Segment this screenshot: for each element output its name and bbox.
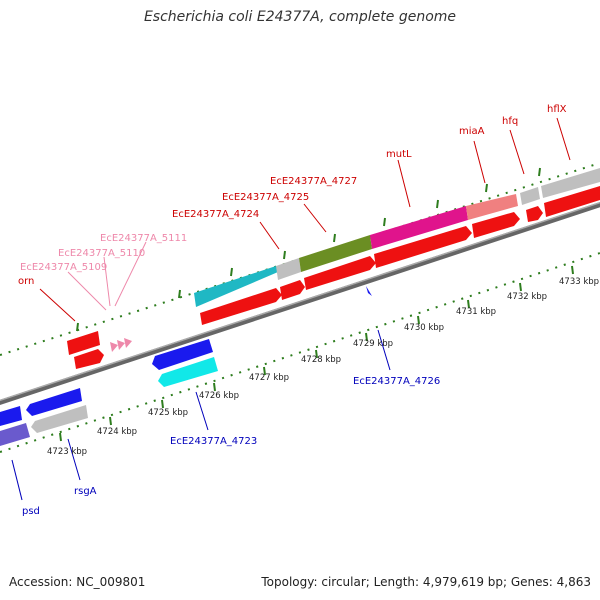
gene-arrow-4724[interactable] [194, 266, 278, 307]
kbp-label: 4731 kbp [456, 307, 496, 317]
cds-arrow-orn[interactable] [67, 331, 100, 355]
kbp-label: 4724 kbp [97, 427, 137, 437]
gene-arrow-4723[interactable] [158, 357, 218, 387]
gene-arrow-4723-blue[interactable] [152, 339, 213, 370]
gene-arrow-miaA[interactable] [466, 194, 518, 220]
label-5110[interactable]: EcE24377A_5110 [58, 248, 145, 259]
kbp-label: 4730 kbp [404, 323, 444, 333]
gene-arrow-psd-blue[interactable] [0, 406, 22, 426]
label-mutL[interactable]: mutL [386, 149, 412, 160]
cds-arrow-miaA[interactable] [472, 212, 520, 238]
pseudo-leader-lines [67, 241, 147, 311]
kbp-label: 4723 kbp [47, 447, 87, 457]
reverse-leader-lines [11, 329, 391, 501]
cds-arrow-4725[interactable] [280, 280, 305, 300]
forward-leader-lines [39, 117, 571, 322]
label-4723[interactable]: EcE24377A_4723 [170, 436, 257, 447]
gene-arrow-4727[interactable] [299, 235, 372, 272]
cds-arrow-orn-2[interactable] [74, 349, 104, 369]
genome-backbone-highlight [0, 201, 600, 402]
gene-arrow-4725[interactable] [276, 258, 301, 280]
cds-arrow-hfq[interactable] [526, 206, 543, 222]
gene-arrow-psd[interactable] [0, 423, 30, 446]
map-title: Escherichia coli E24377A, complete genom… [143, 9, 457, 25]
label-4725[interactable]: EcE24377A_4725 [222, 192, 309, 203]
lower-scale-rail [0, 252, 600, 453]
label-5111[interactable]: EcE24377A_5111 [100, 233, 187, 244]
cds-arrow-hflX[interactable] [544, 186, 600, 217]
cds-arrow-4727[interactable] [304, 256, 376, 290]
reverse-marker-4726[interactable] [366, 286, 372, 296]
gene-arrow-mutL[interactable] [370, 206, 468, 249]
label-rsgA[interactable]: rsgA [74, 486, 97, 497]
label-4727[interactable]: EcE24377A_4727 [270, 176, 357, 187]
accession-text: Accession: NC_009801 [9, 575, 146, 589]
gene-arrow-rsgA[interactable] [31, 405, 88, 433]
kbp-label: 4725 kbp [148, 408, 188, 418]
label-hfq[interactable]: hfq [502, 116, 518, 127]
cds-arrow-4724[interactable] [200, 288, 282, 325]
label-psd[interactable]: psd [22, 506, 40, 517]
kbp-label: 4732 kbp [507, 292, 547, 302]
lower-rail-ticks [59, 265, 574, 442]
label-5109[interactable]: EcE24377A_5109 [20, 262, 107, 273]
gene-arrow-rsgA-blue[interactable] [26, 388, 82, 416]
genome-stats-text: Topology: circular; Length: 4,979,619 bp… [261, 575, 591, 589]
label-hflX[interactable]: hflX [547, 104, 567, 115]
label-miaA[interactable]: miaA [459, 126, 485, 137]
kbp-label: 4728 kbp [301, 355, 341, 365]
kbp-label: 4733 kbp [559, 277, 599, 287]
upper-rail-ticks [76, 167, 541, 332]
genome-backbone [0, 202, 600, 405]
gene-arrow-hflX[interactable] [541, 168, 600, 198]
kbp-label: 4729 kbp [353, 339, 393, 349]
label-4726[interactable]: EcE24377A_4726 [353, 376, 440, 387]
gene-arrow-hfq-gap[interactable] [520, 187, 540, 205]
label-4724[interactable]: EcE24377A_4724 [172, 209, 259, 220]
label-orn[interactable]: orn [18, 276, 34, 287]
cds-arrow-mutL[interactable] [374, 226, 472, 268]
kbp-label: 4726 kbp [199, 391, 239, 401]
pseudo-gene-chevrons [110, 338, 132, 352]
kbp-label: 4727 kbp [249, 373, 289, 383]
